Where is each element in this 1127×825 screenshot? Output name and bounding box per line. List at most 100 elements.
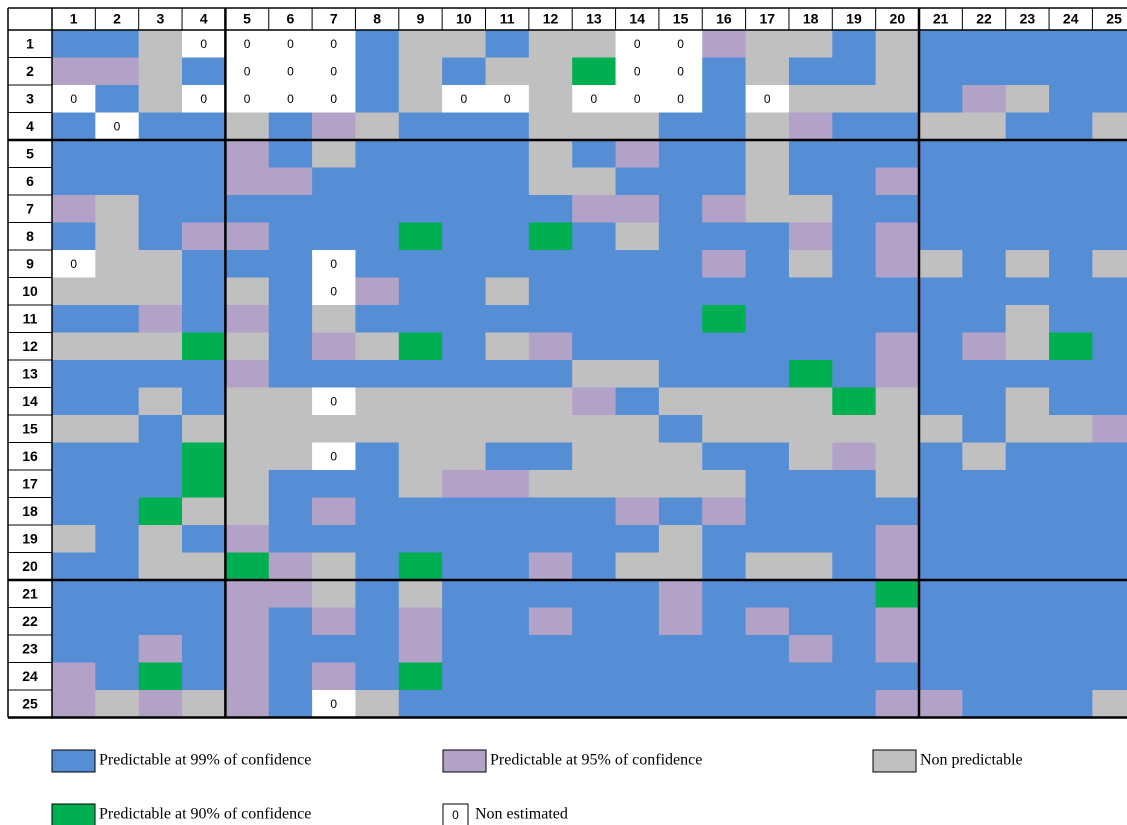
cell xyxy=(875,580,920,608)
cell xyxy=(702,387,747,416)
cell xyxy=(788,305,833,333)
cell xyxy=(745,277,790,306)
column-header: 1 xyxy=(70,11,78,27)
cell xyxy=(1092,662,1127,691)
row-header: 4 xyxy=(26,118,34,134)
cell xyxy=(52,635,96,663)
cell xyxy=(95,662,140,691)
cell xyxy=(268,222,313,251)
cell xyxy=(225,167,270,196)
cell xyxy=(702,552,747,581)
cell xyxy=(658,30,703,58)
cell xyxy=(875,442,920,471)
cell xyxy=(95,112,140,141)
cell-value: 0 xyxy=(677,37,684,51)
cell xyxy=(1049,57,1093,86)
cell xyxy=(355,167,400,196)
cell xyxy=(95,305,140,333)
cell xyxy=(182,305,226,333)
cell xyxy=(355,85,400,113)
cell xyxy=(1092,140,1127,168)
cell xyxy=(398,85,443,113)
cell xyxy=(832,497,877,526)
cell xyxy=(442,387,486,416)
cell xyxy=(1005,250,1050,278)
cell xyxy=(485,112,530,141)
cell xyxy=(1005,332,1050,361)
cell xyxy=(658,57,703,86)
cell xyxy=(312,442,356,471)
cell xyxy=(528,112,573,141)
cell xyxy=(355,607,400,636)
cell xyxy=(312,690,356,718)
cell xyxy=(702,607,747,636)
cell xyxy=(788,277,833,306)
cell xyxy=(225,580,270,608)
column-header: 10 xyxy=(456,11,472,27)
cell xyxy=(182,662,226,691)
cell xyxy=(745,635,790,663)
cell xyxy=(1005,580,1050,608)
cell xyxy=(138,112,183,141)
cell xyxy=(832,140,877,168)
cell xyxy=(398,497,443,526)
cell xyxy=(52,222,96,251)
cell xyxy=(138,662,183,691)
cell xyxy=(1005,470,1050,498)
cell xyxy=(745,497,790,526)
cell xyxy=(875,222,920,251)
cell xyxy=(52,442,96,471)
cell xyxy=(832,167,877,196)
cell xyxy=(225,387,270,416)
cell xyxy=(442,140,486,168)
cell xyxy=(658,140,703,168)
cell xyxy=(875,525,920,553)
cell xyxy=(138,332,183,361)
column-header: 17 xyxy=(759,11,775,27)
cell xyxy=(702,415,747,443)
cell xyxy=(1092,607,1127,636)
row-header: 1 xyxy=(26,35,34,51)
cell xyxy=(225,277,270,306)
cell xyxy=(398,662,443,691)
cell xyxy=(962,607,1007,636)
row-header: 12 xyxy=(22,338,38,354)
row-header: 10 xyxy=(22,283,38,299)
cell xyxy=(658,662,703,691)
cell xyxy=(138,305,183,333)
cell xyxy=(615,525,660,553)
cell xyxy=(1005,195,1050,223)
cell xyxy=(95,360,140,388)
cell xyxy=(485,332,530,361)
cell xyxy=(1049,167,1093,196)
cell xyxy=(1092,580,1127,608)
cell xyxy=(615,222,660,251)
column-header: 21 xyxy=(933,11,949,27)
cell xyxy=(268,250,313,278)
column-header: 12 xyxy=(543,11,559,27)
cell xyxy=(528,470,573,498)
cell xyxy=(355,415,400,443)
cell xyxy=(962,167,1007,196)
cell xyxy=(1049,85,1093,113)
cell xyxy=(1049,387,1093,416)
column-header: 9 xyxy=(417,11,425,27)
row-header: 18 xyxy=(22,503,38,519)
cell xyxy=(268,635,313,663)
cell xyxy=(442,167,486,196)
cell xyxy=(702,332,747,361)
cell-value: 0 xyxy=(330,37,337,51)
cell xyxy=(52,415,96,443)
cell xyxy=(485,497,530,526)
cell xyxy=(1049,277,1093,306)
cell xyxy=(225,30,270,58)
cell-value: 0 xyxy=(287,37,294,51)
cell-value: 0 xyxy=(330,449,337,463)
cell xyxy=(658,552,703,581)
cell xyxy=(919,690,963,718)
cell xyxy=(398,525,443,553)
cell xyxy=(832,222,877,251)
cell xyxy=(528,85,573,113)
cell xyxy=(745,442,790,471)
cell xyxy=(615,607,660,636)
